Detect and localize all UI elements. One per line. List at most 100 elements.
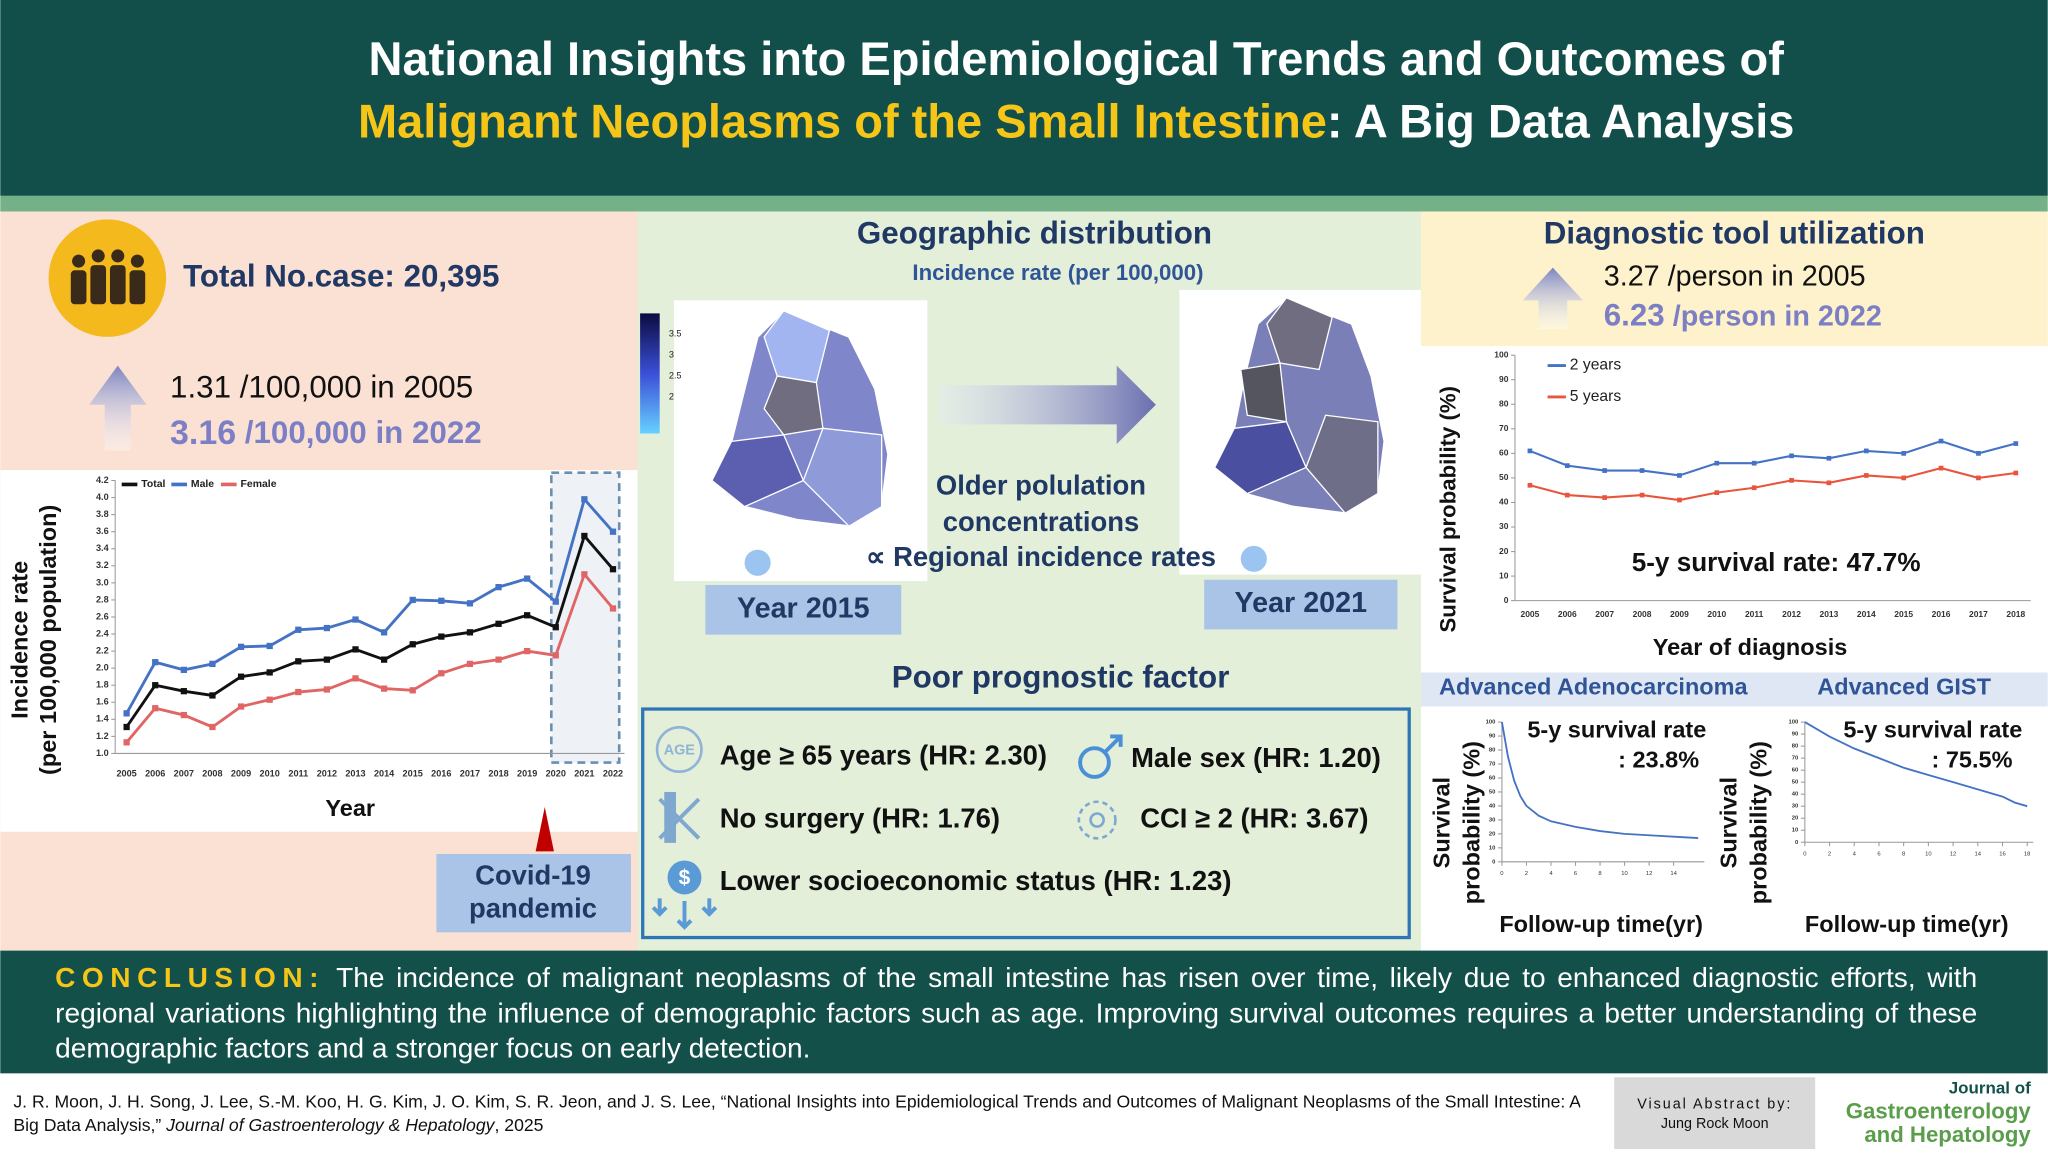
- y-tick-label: 80: [1792, 744, 1799, 750]
- point: [1863, 448, 1869, 454]
- time-arrow: [937, 365, 1156, 444]
- finding: concentrations: [943, 506, 1139, 537]
- logo-bg: [1815, 1077, 2048, 1150]
- point: [237, 703, 245, 710]
- male-icon: [1078, 734, 1123, 779]
- title-line1: National Insights into Epidemiological T…: [369, 32, 1785, 85]
- point: [552, 624, 559, 631]
- citation-journal: Journal of Gastroenterology & Hepatology: [166, 1115, 495, 1135]
- prog-box: [641, 707, 1411, 940]
- prog-title: Poor prognostic factor: [892, 659, 1230, 694]
- point: [2013, 441, 2019, 446]
- svg-text:$: $: [679, 866, 691, 889]
- y-tick-label: 2.2: [96, 646, 109, 656]
- map1-label-bg: [705, 584, 902, 635]
- point: [409, 596, 416, 604]
- point: [2013, 470, 2019, 476]
- logo-line: Journal of: [1949, 1079, 2031, 1098]
- x-tick-label: 6: [1574, 871, 1577, 877]
- point: [1527, 482, 1533, 488]
- y-tick-label: 90: [1489, 734, 1496, 740]
- point: [495, 656, 502, 663]
- diag-2022-text: /person in 2022: [1665, 300, 1882, 332]
- x-axis-label: Year: [325, 795, 375, 821]
- y-axis-label: Survival: [1716, 777, 1742, 868]
- covid-label: pandemic: [469, 892, 597, 923]
- point: [1714, 490, 1720, 495]
- x-tick-label: 2021: [574, 769, 594, 779]
- point: [1826, 480, 1832, 486]
- y-tick-label: 30: [1499, 521, 1509, 531]
- x-tick-label: 2013: [345, 769, 365, 779]
- y-tick-label: 0: [1504, 595, 1509, 605]
- y-tick-label: 60: [1489, 776, 1496, 782]
- y-tick-label: 2.0: [96, 663, 109, 673]
- covid-box: [550, 471, 621, 764]
- series-line: [1501, 721, 1699, 839]
- rate-2022-text: /100,000 in 2022: [236, 415, 482, 450]
- people-icon: [48, 219, 167, 337]
- y-tick-label: 1.0: [96, 748, 109, 758]
- map-2021: [1213, 296, 1386, 572]
- point: [1789, 478, 1794, 483]
- y-tick-label: 60: [1499, 448, 1509, 458]
- x-tick-label: 2: [1525, 871, 1528, 877]
- y-tick-label: 10: [1499, 570, 1509, 580]
- total-cases: Total No.case: 20,395: [183, 258, 499, 293]
- point: [495, 620, 502, 627]
- credit-name: Jung Rock Moon: [1661, 1116, 1769, 1132]
- x-tick-label: 2016: [1932, 609, 1951, 619]
- y-tick-label: 80: [1499, 399, 1509, 409]
- y-axis-label: (per 100,000 population): [35, 505, 61, 775]
- diag-2022: 6.23 /person in 2022: [1604, 298, 1882, 333]
- x-tick-label: 12: [1950, 852, 1957, 858]
- point: [180, 711, 187, 719]
- citation-text: J. R. Moon, J. H. Song, J. Lee, S.-M. Ko…: [13, 1091, 1581, 1135]
- point: [1751, 460, 1757, 466]
- y-axis-label: Survival: [1428, 777, 1454, 868]
- point: [581, 532, 588, 540]
- point: [352, 616, 359, 623]
- point: [438, 597, 445, 604]
- y-tick-label: 100: [1486, 720, 1497, 726]
- y-tick-label: 4.2: [96, 475, 109, 485]
- point: [1938, 438, 1944, 444]
- point: [1714, 460, 1720, 466]
- y-tick-label: 80: [1489, 748, 1496, 754]
- point: [1639, 468, 1645, 473]
- x-tick-label: 0: [1500, 871, 1504, 877]
- point: [552, 598, 559, 605]
- conclusion-label: CONCLUSION:: [55, 962, 326, 994]
- x-tick-label: 2009: [231, 769, 251, 779]
- series-line: [1804, 721, 2028, 808]
- rate-2005: 1.31 /100,000 in 2005: [170, 369, 473, 404]
- y-tick-label: 3.6: [96, 526, 109, 536]
- x-tick-label: 2011: [288, 769, 308, 779]
- point: [352, 646, 359, 653]
- geo-subtitle: Incidence rate (per 100,000): [912, 260, 1203, 285]
- x-tick-label: 2012: [317, 769, 337, 779]
- y-tick-label: 1.4: [96, 714, 110, 724]
- title-highlight: Malignant Neoplasms of the Small Intesti…: [358, 95, 1327, 148]
- x-tick-label: 2010: [260, 769, 280, 779]
- y-tick-label: 50: [1792, 780, 1799, 786]
- x-tick-label: 2017: [460, 769, 480, 779]
- point: [1901, 475, 1907, 481]
- km-annotation: : 75.5%: [1931, 746, 2012, 772]
- point: [466, 600, 474, 607]
- series-line: [125, 533, 615, 728]
- x-tick-label: 14: [1975, 852, 1982, 858]
- y-tick-label: 40: [1792, 792, 1799, 798]
- series-line: [125, 571, 615, 744]
- y-tick-label: 70: [1792, 756, 1799, 762]
- point: [123, 710, 130, 717]
- point: [438, 633, 445, 640]
- covid-label-bg: [436, 853, 631, 933]
- logo-line: and Hepatology: [1864, 1122, 2031, 1147]
- y-tick-label: 2.8: [96, 594, 109, 604]
- y-tick-label: 70: [1489, 762, 1496, 768]
- citation: J. R. Moon, J. H. Song, J. Lee, S.-M. Ko…: [13, 1091, 1581, 1135]
- point: [1602, 495, 1608, 500]
- km-title-band: [1420, 672, 2048, 707]
- x-tick-label: 2006: [145, 769, 165, 779]
